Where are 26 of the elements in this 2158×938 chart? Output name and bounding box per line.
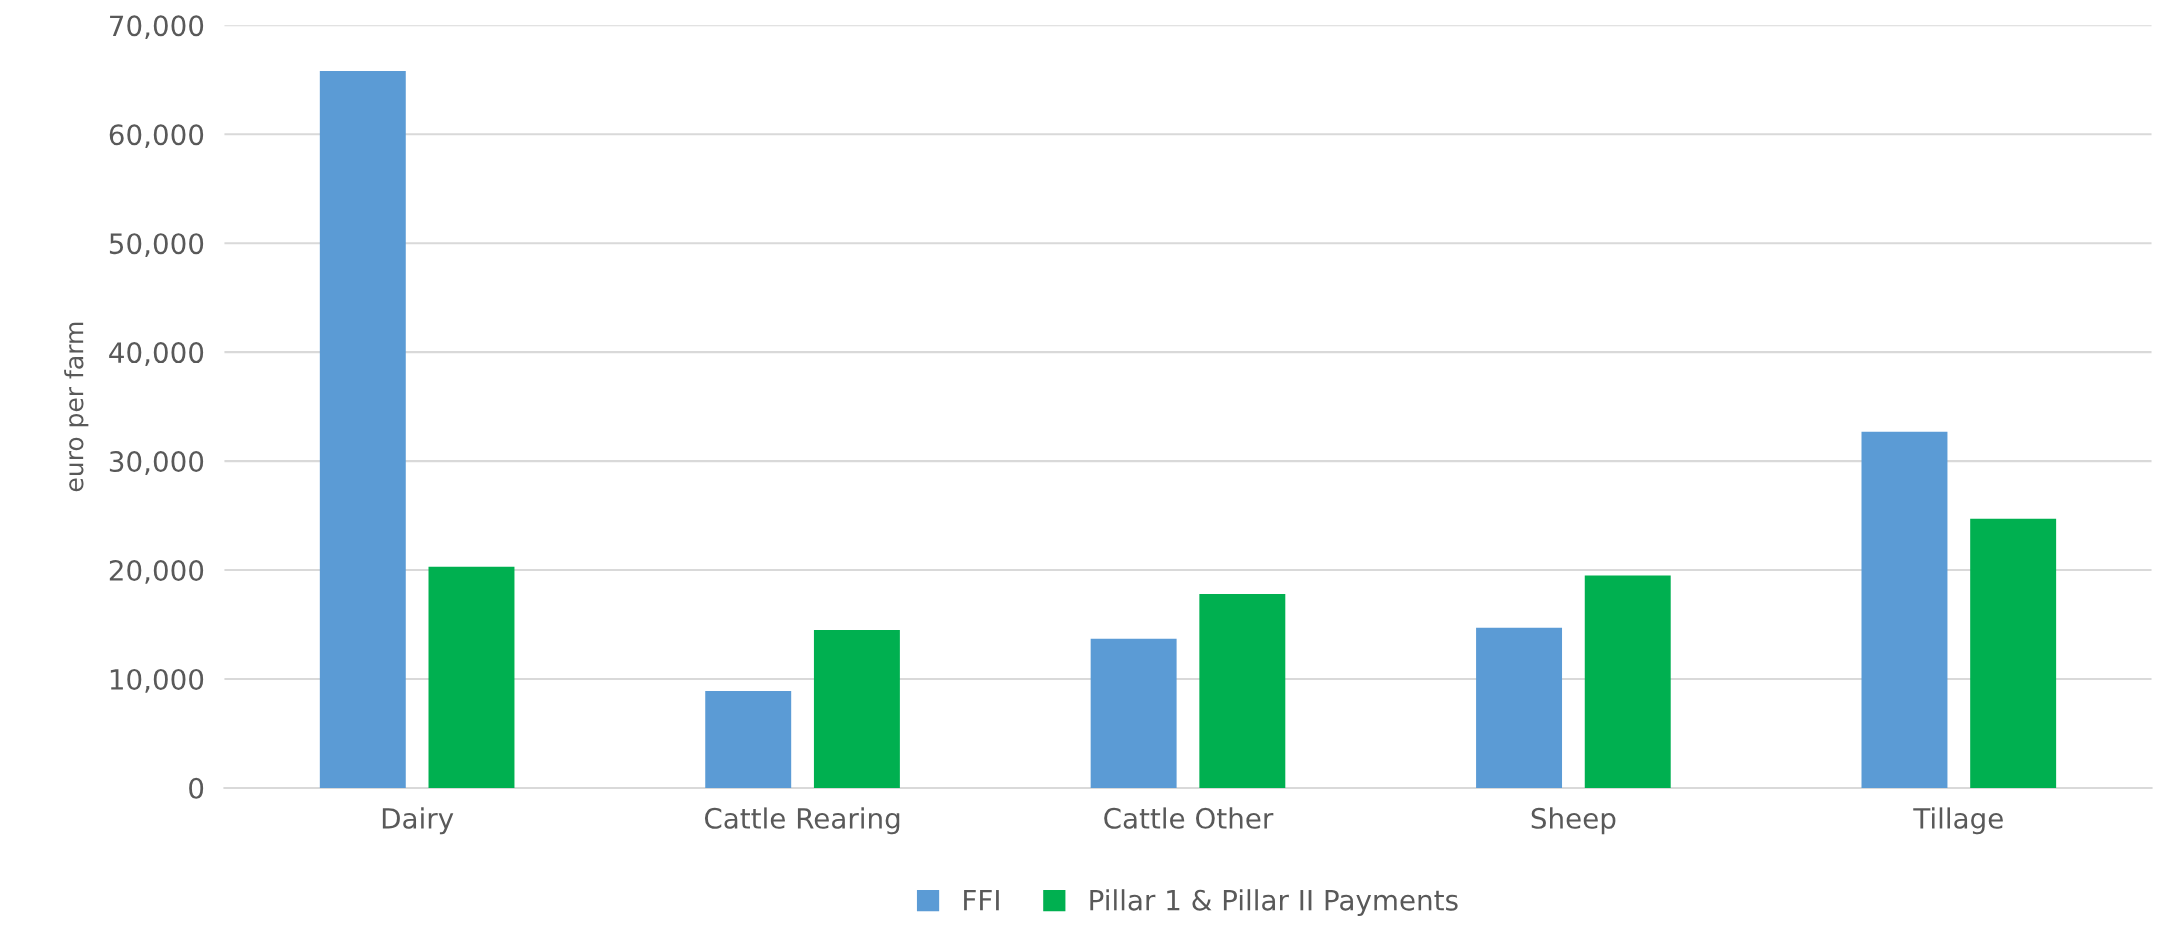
x-tick-label: Cattle Rearing bbox=[704, 807, 900, 835]
x-tick-label: Sheep bbox=[1531, 807, 1616, 835]
legend-label: FFI bbox=[964, 890, 999, 911]
y-tick-label: 70,000 bbox=[110, 15, 204, 40]
y-axis-title: euro per farm bbox=[64, 322, 89, 492]
bar bbox=[1584, 575, 1671, 788]
bar bbox=[1861, 431, 1948, 788]
y-tick-label: 10,000 bbox=[110, 668, 204, 693]
x-tick-label: Cattle Other bbox=[1104, 807, 1274, 829]
bar bbox=[428, 566, 515, 788]
y-tick-label: 50,000 bbox=[109, 233, 204, 257]
bar bbox=[1970, 518, 2057, 788]
y-tick-label: 20,000 bbox=[109, 559, 204, 584]
y-tick-label: 30,000 bbox=[109, 451, 204, 475]
bar bbox=[705, 690, 792, 788]
bar bbox=[1199, 594, 1286, 788]
bar bbox=[1090, 638, 1177, 788]
bar bbox=[1476, 627, 1563, 788]
bar bbox=[813, 629, 900, 788]
x-tick-label: Tillage bbox=[1913, 807, 2003, 835]
bar bbox=[319, 71, 406, 788]
y-tick-label: 40,000 bbox=[109, 342, 204, 366]
x-tick-label: Dairy bbox=[382, 807, 454, 835]
y-tick-label: 60,000 bbox=[109, 124, 204, 149]
legend-label: Pillar 1 & Pillar II Payments bbox=[1090, 889, 1458, 917]
y-tick-label: 0 bbox=[189, 777, 204, 799]
